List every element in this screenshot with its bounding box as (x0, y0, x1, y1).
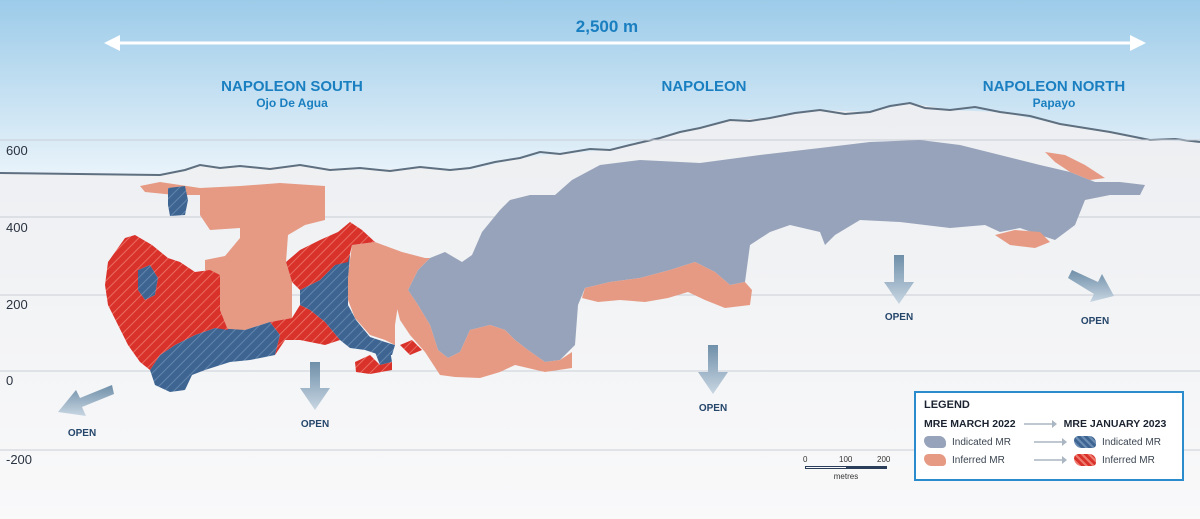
open-label: OPEN (68, 428, 96, 439)
indicated-2022-swatch (924, 436, 946, 448)
open-label: OPEN (699, 403, 727, 414)
terrain-profile (0, 101, 1200, 177)
inferred-2022-south-upper (140, 182, 325, 330)
legend-inferred-2022: Inferred MR (952, 454, 1005, 466)
legend-title: LEGEND (924, 399, 970, 411)
inferred-2023-south-east (286, 222, 375, 290)
inferred-2023-swatch (1074, 454, 1096, 466)
open-arrow-napoleon: OPEN (698, 345, 728, 414)
scale-tick: 100 (839, 455, 853, 464)
inferred-2022-central (348, 242, 430, 345)
elevation-labels: 600 400 200 0 -200 (6, 143, 32, 467)
indicated-2023-west-lens (138, 265, 158, 300)
elevation-label: 600 (6, 143, 28, 158)
open-arrow-north: OPEN (884, 255, 914, 323)
arrow-right-icon (1034, 456, 1067, 464)
indicated-2023-small (375, 350, 392, 365)
legend: LEGEND MRE MARCH 2022 MRE JANUARY 2023 I… (914, 391, 1184, 481)
elevation-label: -200 (6, 452, 32, 467)
inferred-2023-notch (400, 340, 422, 355)
strike-length-label: 2,500 m (576, 17, 638, 36)
elevation-label: 400 (6, 220, 28, 235)
inferred-2022-napoleon-base (395, 290, 572, 378)
legend-indicated-2023: Indicated MR (1102, 436, 1161, 448)
indicated-2022-napoleon (408, 140, 1145, 362)
region-subtitle-papayo: Papayo (1033, 96, 1076, 110)
strike-length-arrow: 2,500 m (104, 17, 1146, 51)
inferred-2022-north-upper (1045, 152, 1105, 180)
indicated-2023-ojo-upper (168, 186, 188, 216)
arrow-right-icon (1023, 420, 1057, 428)
region-title-napoleon-north: NAPOLEON NORTH (983, 78, 1126, 95)
scale-tick: 200 (877, 455, 891, 464)
scale-bar: 0 100 200 metres (801, 455, 891, 483)
region-title-napoleon-south: NAPOLEON SOUTH (221, 78, 363, 95)
elevation-label: 200 (6, 297, 28, 312)
open-label: OPEN (1081, 316, 1109, 327)
region-title-napoleon: NAPOLEON (661, 78, 746, 95)
scale-unit: metres (833, 472, 859, 481)
inferred-2023-central-strip (270, 305, 340, 355)
legend-indicated-2022: Indicated MR (952, 436, 1011, 448)
inferred-2022-swatch (924, 454, 946, 466)
indicated-2023-swatch (1074, 436, 1096, 448)
inferred-2022-napoleon-lower (582, 262, 752, 308)
inferred-2023-east-small (355, 355, 392, 374)
elevation-label: 0 (6, 373, 13, 388)
open-arrow-southwest: OPEN (58, 385, 114, 439)
open-label: OPEN (301, 419, 329, 430)
indicated-2023-ojo-lower (150, 322, 280, 392)
region-subtitle-ojo-de-agua: Ojo De Agua (256, 96, 328, 110)
inferred-2023-south-west (105, 235, 228, 370)
open-label: OPEN (885, 312, 913, 323)
legend-to: MRE JANUARY 2023 (1063, 418, 1167, 430)
scale-tick: 0 (803, 455, 808, 464)
arrow-right-icon (1034, 438, 1067, 446)
indicated-2023-central (300, 255, 395, 355)
legend-inferred-2023: Inferred MR (1102, 454, 1155, 466)
inferred-2022-north-lower (995, 230, 1050, 248)
open-arrow-south: OPEN (300, 362, 330, 430)
open-arrow-northeast: OPEN (1068, 270, 1114, 327)
legend-from: MRE MARCH 2022 (924, 418, 1016, 430)
